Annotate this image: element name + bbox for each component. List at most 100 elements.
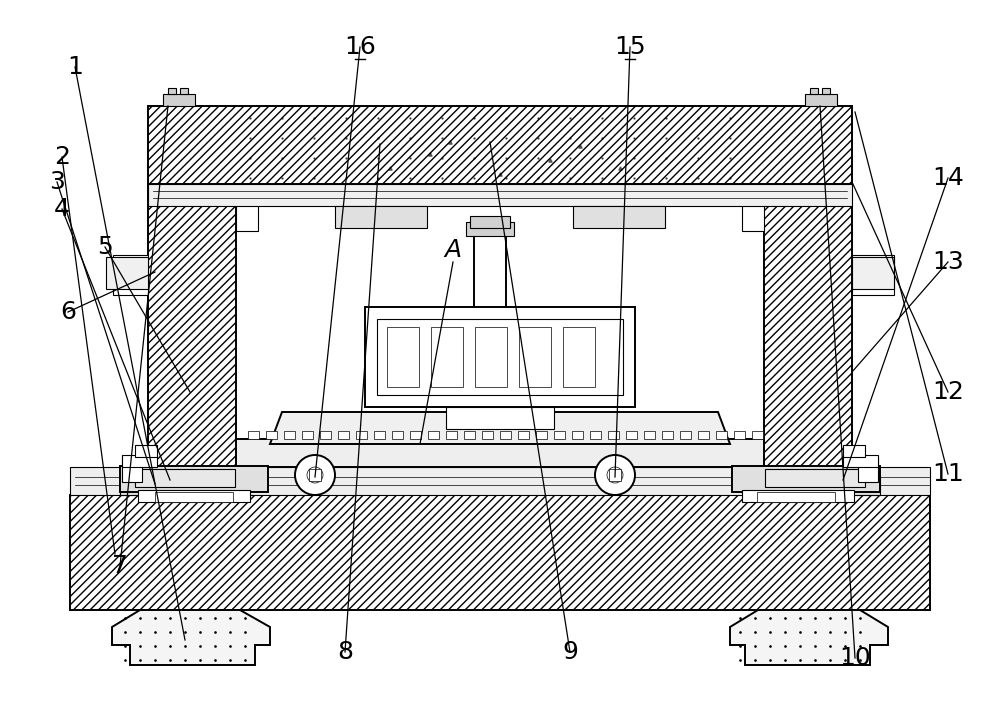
Bar (356, 431, 367, 439)
Bar (148, 106, 852, 184)
Bar (470, 216, 510, 228)
Bar (626, 431, 637, 439)
Text: A: A (444, 238, 462, 262)
Text: 14: 14 (932, 166, 964, 190)
Bar (757, 492, 835, 502)
Bar (180, 88, 188, 94)
Bar (248, 431, 259, 439)
Bar (148, 184, 852, 206)
Bar (482, 431, 493, 439)
Text: 7: 7 (112, 554, 128, 578)
Circle shape (307, 467, 323, 483)
Circle shape (595, 455, 635, 495)
Bar (644, 431, 655, 439)
Text: 16: 16 (344, 35, 376, 59)
Text: 8: 8 (337, 640, 353, 664)
Text: 5: 5 (97, 235, 113, 259)
Bar (387, 327, 419, 387)
Bar (752, 431, 763, 439)
Bar (518, 431, 529, 439)
Bar (135, 445, 157, 457)
Circle shape (295, 455, 335, 495)
Text: 12: 12 (932, 380, 964, 404)
Bar (475, 327, 507, 387)
Bar (120, 475, 250, 495)
Bar (742, 490, 854, 502)
Text: 15: 15 (614, 35, 646, 59)
Bar (536, 431, 547, 439)
Bar (734, 431, 745, 439)
Bar (572, 431, 583, 439)
Polygon shape (112, 610, 270, 665)
Text: 11: 11 (932, 462, 964, 486)
Text: 1: 1 (67, 55, 83, 79)
Bar (680, 431, 691, 439)
Bar (852, 255, 894, 295)
Bar (113, 255, 148, 295)
Bar (106, 257, 148, 289)
Bar (843, 455, 878, 467)
Bar (428, 431, 439, 439)
Bar (464, 431, 475, 439)
Bar (750, 475, 880, 495)
Bar (155, 492, 233, 502)
Polygon shape (730, 610, 888, 665)
Bar (138, 490, 250, 502)
Bar (519, 327, 551, 387)
Bar (466, 222, 514, 236)
Bar (236, 439, 764, 467)
Bar (474, 228, 506, 332)
Bar (302, 431, 313, 439)
Bar (338, 431, 349, 439)
Bar (122, 457, 142, 482)
Bar (732, 466, 880, 492)
Bar (563, 327, 595, 387)
Bar (374, 431, 385, 439)
Bar (805, 94, 837, 106)
Bar (573, 206, 665, 228)
Bar (716, 431, 727, 439)
Bar (608, 431, 619, 439)
Text: 4: 4 (54, 197, 70, 221)
Bar (742, 203, 764, 231)
Bar (266, 431, 277, 439)
Text: 13: 13 (932, 250, 964, 274)
Bar (858, 457, 878, 482)
Bar (446, 431, 457, 439)
Bar (852, 257, 894, 289)
Polygon shape (270, 412, 730, 444)
Bar (122, 455, 157, 467)
Bar (163, 94, 195, 106)
Bar (500, 431, 511, 439)
Bar (764, 184, 852, 476)
Bar (120, 466, 268, 492)
Text: 10: 10 (839, 646, 871, 670)
Bar (554, 431, 565, 439)
Text: 3: 3 (49, 170, 65, 194)
Bar (843, 445, 865, 457)
Bar (320, 431, 331, 439)
Bar (410, 431, 421, 439)
Bar (135, 469, 235, 487)
Bar (365, 307, 635, 407)
Bar (446, 407, 554, 429)
Bar (309, 469, 321, 481)
Bar (431, 327, 463, 387)
Bar (284, 431, 295, 439)
Bar (392, 431, 403, 439)
Bar (698, 431, 709, 439)
Text: 6: 6 (60, 300, 76, 324)
Bar (810, 88, 818, 94)
Bar (609, 469, 621, 481)
Bar (148, 184, 236, 476)
Bar (662, 431, 673, 439)
Bar (335, 206, 427, 228)
Bar (377, 319, 623, 395)
Bar (822, 88, 830, 94)
Text: 2: 2 (54, 145, 70, 169)
Bar (70, 467, 930, 495)
Text: 9: 9 (562, 640, 578, 664)
Bar (70, 495, 930, 610)
Bar (590, 431, 601, 439)
Bar (765, 469, 865, 487)
